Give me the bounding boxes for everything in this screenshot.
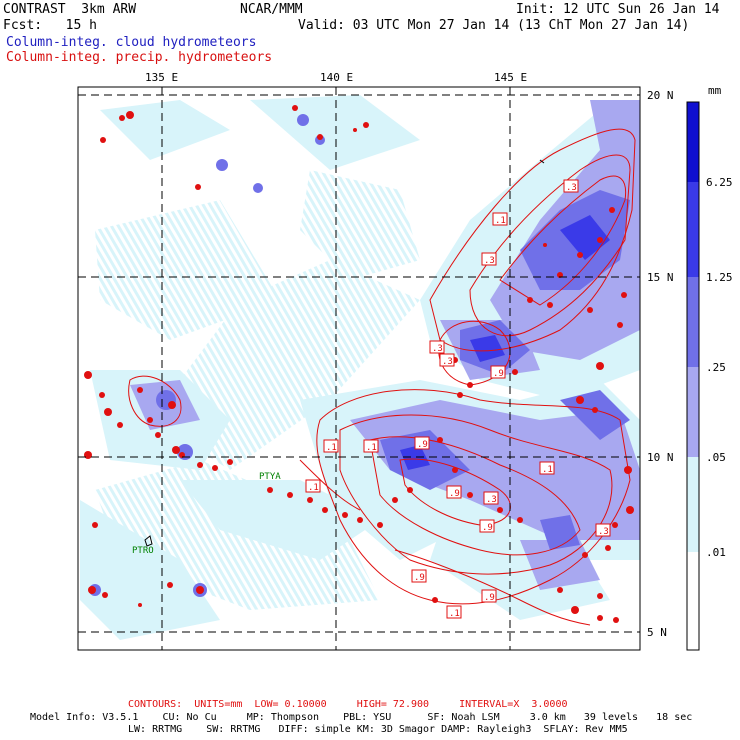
- svg-text:.1: .1: [495, 216, 506, 226]
- contour-info: CONTOURS: UNITS=mm LOW= 0.10000 HIGH= 72…: [128, 699, 568, 710]
- init-time: Init: 12 UTC Sun 26 Jan 14: [516, 2, 720, 17]
- island-outline: [539, 159, 545, 164]
- precip-field-label: Column-integ. precip. hydrometeors: [6, 50, 273, 65]
- svg-text:.1: .1: [366, 443, 377, 453]
- svg-text:.9: .9: [493, 369, 504, 379]
- contour-labels: .3 .1 .3 .3 .3 .9 .9 .1 .1 .1 .9 .3 .9 .…: [305, 179, 611, 619]
- svg-text:.3: .3: [598, 527, 609, 537]
- svg-text:.1: .1: [308, 483, 319, 493]
- contour-label: .3: [481, 252, 497, 266]
- lon-label-135: 135 E: [145, 71, 178, 84]
- contour-label: .1: [323, 439, 339, 453]
- forecast-hour: Fcst: 15 h: [3, 18, 97, 33]
- model-info-line1: Model Info: V3.5.1 CU: No Cu MP: Thompso…: [30, 712, 693, 723]
- model-title: CONTRAST 3km ARW: [3, 2, 137, 17]
- valid-time: Valid: 03 UTC Mon 27 Jan 14 (13 ChT Mon …: [298, 18, 690, 33]
- contour-label: .1: [492, 212, 508, 226]
- model-info-line2: LW: RRTMG SW: RRTMG DIFF: simple KM: 3D …: [128, 724, 628, 735]
- svg-text:.9: .9: [417, 440, 428, 450]
- lat-lon-grid: [78, 87, 640, 650]
- svg-text:.9: .9: [482, 523, 493, 533]
- svg-text:.9: .9: [414, 573, 425, 583]
- map-frame: [77, 86, 641, 651]
- contour-label: .3: [429, 340, 445, 354]
- svg-text:.1: .1: [326, 443, 337, 453]
- contour-label: .9: [414, 436, 430, 450]
- contour-label: .9: [481, 589, 497, 603]
- contour-label: .9: [479, 519, 495, 533]
- island-outline: [144, 535, 153, 547]
- contour-label: .3: [483, 491, 499, 505]
- org-label: NCAR/MMM: [240, 2, 303, 17]
- svg-text:.3: .3: [432, 344, 443, 354]
- station-ptro: PTRO: [132, 546, 154, 556]
- contour-label: .3: [439, 353, 455, 367]
- svg-text:.3: .3: [486, 495, 497, 505]
- lon-label-140: 140 E: [320, 71, 353, 84]
- lat-label-10n: 10 N: [647, 451, 674, 464]
- lon-label-145: 145 E: [494, 71, 527, 84]
- contour-label: .9: [490, 365, 506, 379]
- svg-text:.3: .3: [566, 183, 577, 193]
- lat-label-20n: 20 N: [647, 89, 674, 102]
- contour-label: .9: [446, 485, 462, 499]
- station-ptya: PTYA: [259, 472, 281, 482]
- svg-text:.1: .1: [449, 609, 460, 619]
- cloud-field-label: Column-integ. cloud hydrometeors: [6, 35, 257, 50]
- svg-text:.3: .3: [484, 256, 495, 266]
- contour-label: .1: [363, 439, 379, 453]
- lat-label-5n: 5 N: [647, 626, 667, 639]
- lat-label-15n: 15 N: [647, 271, 674, 284]
- svg-text:.9: .9: [449, 489, 460, 499]
- contour-label: .3: [595, 523, 611, 537]
- hydrometeor-field: [80, 95, 640, 640]
- contour-label: .1: [446, 605, 462, 619]
- svg-text:.1: .1: [542, 465, 553, 475]
- contour-label: .1: [539, 461, 555, 475]
- svg-text:.9: .9: [484, 593, 495, 603]
- svg-text:.3: .3: [442, 357, 453, 367]
- contour-label: .3: [563, 179, 579, 193]
- contour-label: .9: [411, 569, 427, 583]
- contour-label: .1: [305, 479, 321, 493]
